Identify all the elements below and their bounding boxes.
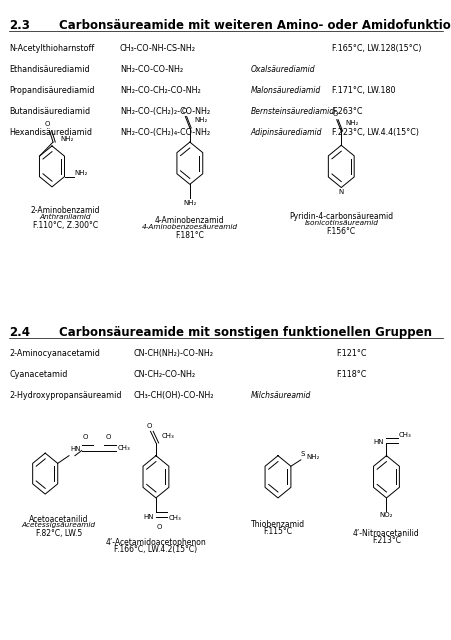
Text: 2-Aminocyanacetamid: 2-Aminocyanacetamid	[9, 349, 100, 358]
Text: CH₃: CH₃	[398, 432, 411, 438]
Text: F.110°C, Z.300°C: F.110°C, Z.300°C	[33, 221, 98, 230]
Text: Bernsteinsäurediamid: Bernsteinsäurediamid	[250, 107, 334, 116]
Text: F.156°C: F.156°C	[326, 227, 355, 236]
Text: Carbonsäureamide mit weiteren Amino- oder Amidofunktionen: Carbonsäureamide mit weiteren Amino- ode…	[59, 19, 451, 32]
Text: F.213°C: F.213°C	[371, 536, 400, 545]
Text: 4-Aminobenzamid: 4-Aminobenzamid	[155, 216, 224, 225]
Text: 2.3: 2.3	[9, 19, 30, 32]
Text: NH₂: NH₂	[345, 120, 359, 126]
Text: Anthranilamid: Anthranilamid	[40, 214, 91, 220]
Text: CH₃-CO-NH-CS-NH₂: CH₃-CO-NH-CS-NH₂	[120, 44, 195, 52]
Text: Isonicotinsäureamid: Isonicotinsäureamid	[304, 220, 377, 225]
Text: F.118°C: F.118°C	[336, 370, 366, 379]
Text: Acetessigsäureamid: Acetessigsäureamid	[22, 522, 96, 529]
Text: Propandisäurediamid: Propandisäurediamid	[9, 86, 94, 95]
Text: F.181°C: F.181°C	[175, 231, 204, 240]
Text: NH₂: NH₂	[194, 116, 207, 123]
Text: O: O	[83, 435, 88, 440]
Text: Acetoacetanilid: Acetoacetanilid	[29, 515, 88, 524]
Text: NH₂: NH₂	[74, 170, 87, 177]
Text: CH₃: CH₃	[118, 445, 130, 451]
Text: F.171°C, LW.180: F.171°C, LW.180	[331, 86, 395, 95]
Text: NO₂: NO₂	[379, 512, 392, 518]
Text: Oxalsäurediamid: Oxalsäurediamid	[250, 65, 315, 74]
Text: F.115°C: F.115°C	[263, 527, 292, 536]
Text: Adipinsäurediamid: Adipinsäurediamid	[250, 128, 322, 137]
Text: Carbonsäureamide mit sonstigen funktionellen Gruppen: Carbonsäureamide mit sonstigen funktione…	[59, 326, 431, 339]
Text: Hexandisäurediamid: Hexandisäurediamid	[9, 128, 92, 137]
Text: 2-Hydroxypropansäureamid: 2-Hydroxypropansäureamid	[9, 391, 121, 400]
Text: Pyridin-4-carbonsäureamid: Pyridin-4-carbonsäureamid	[289, 212, 392, 221]
Text: NH₂-CO-(CH₂)₂-CO-NH₂: NH₂-CO-(CH₂)₂-CO-NH₂	[120, 107, 209, 116]
Text: F.165°C, LW.128(15°C): F.165°C, LW.128(15°C)	[331, 44, 421, 52]
Text: O: O	[181, 108, 186, 114]
Text: F.223°C, LW.4.4(15°C): F.223°C, LW.4.4(15°C)	[331, 128, 418, 137]
Text: Milchsäureamid: Milchsäureamid	[250, 391, 311, 400]
Text: Malonsäurediamid: Malonsäurediamid	[250, 86, 320, 95]
Text: 2-Aminobenzamid: 2-Aminobenzamid	[31, 206, 100, 215]
Text: N-Acetylthioharnstoff: N-Acetylthioharnstoff	[9, 44, 94, 52]
Text: F.121°C: F.121°C	[336, 349, 366, 358]
Text: CH₃: CH₃	[168, 515, 181, 520]
Text: HN: HN	[143, 514, 153, 520]
Text: NH₂-CO-(CH₂)₄-CO-NH₂: NH₂-CO-(CH₂)₄-CO-NH₂	[120, 128, 209, 137]
Text: S: S	[300, 451, 304, 457]
Text: NH₂: NH₂	[60, 136, 74, 142]
Text: O: O	[44, 122, 50, 127]
Text: NH₂-CO-CH₂-CO-NH₂: NH₂-CO-CH₂-CO-NH₂	[120, 86, 200, 95]
Text: 2.4: 2.4	[9, 326, 30, 339]
Text: N: N	[338, 189, 343, 195]
Text: NH₂-CO-CO-NH₂: NH₂-CO-CO-NH₂	[120, 65, 183, 74]
Text: 4-Aminobenzoesäureamid: 4-Aminobenzoesäureamid	[142, 224, 237, 230]
Text: CH₃-CH(OH)-CO-NH₂: CH₃-CH(OH)-CO-NH₂	[133, 391, 213, 400]
Text: O: O	[332, 111, 337, 117]
Text: CH₃: CH₃	[161, 433, 174, 440]
Text: Ethandisäurediamid: Ethandisäurediamid	[9, 65, 89, 74]
Text: F.166°C, LW.4.2(15°C): F.166°C, LW.4.2(15°C)	[114, 545, 197, 554]
Text: Cyanacetamid: Cyanacetamid	[9, 370, 67, 379]
Text: Butandisäurediamid: Butandisäurediamid	[9, 107, 90, 116]
Text: Thiobenzamid: Thiobenzamid	[250, 520, 304, 529]
Text: NH₂: NH₂	[306, 454, 319, 460]
Text: CN-CH(NH₂)-CO-NH₂: CN-CH(NH₂)-CO-NH₂	[133, 349, 213, 358]
Text: HN: HN	[373, 438, 383, 445]
Text: CN-CH₂-CO-NH₂: CN-CH₂-CO-NH₂	[133, 370, 195, 379]
Text: NH₂: NH₂	[183, 200, 196, 205]
Text: F.82°C, LW.5: F.82°C, LW.5	[36, 529, 82, 538]
Text: O: O	[105, 435, 110, 440]
Text: 4’-Acetamidoacetophenon: 4’-Acetamidoacetophenon	[106, 538, 206, 547]
Text: HN: HN	[70, 447, 81, 452]
Text: F.263°C: F.263°C	[331, 107, 362, 116]
Text: O: O	[156, 524, 162, 529]
Text: O: O	[146, 423, 152, 429]
Text: 4’-Nitroacetanilid: 4’-Nitroacetanilid	[352, 529, 419, 538]
